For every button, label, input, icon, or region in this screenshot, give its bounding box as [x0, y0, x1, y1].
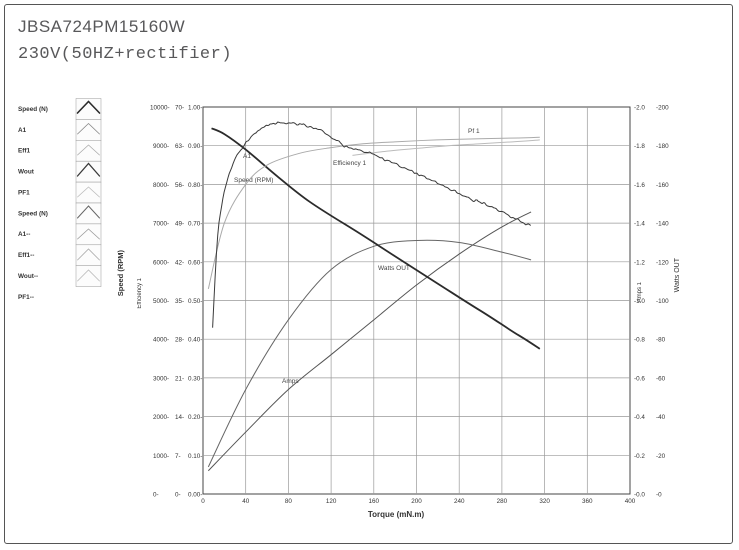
svg-text:-80: -80: [656, 337, 666, 344]
svg-text:Speed (N): Speed (N): [18, 210, 48, 217]
svg-text:A1: A1: [18, 127, 27, 134]
svg-text:4000-: 4000-: [153, 337, 169, 344]
svg-text:5000-: 5000-: [153, 298, 169, 305]
svg-text:0.90-: 0.90-: [188, 143, 202, 150]
svg-text:49-: 49-: [175, 221, 184, 228]
svg-text:7-: 7-: [175, 453, 181, 460]
svg-text:0.60-: 0.60-: [188, 259, 202, 266]
svg-text:-2.0: -2.0: [634, 105, 645, 112]
svg-text:-1.2: -1.2: [634, 259, 645, 266]
svg-text:0-: 0-: [175, 492, 181, 499]
svg-text:0-: 0-: [153, 492, 159, 499]
svg-text:Amps: Amps: [282, 378, 299, 385]
svg-text:-0.6: -0.6: [634, 375, 645, 382]
svg-text:-180: -180: [656, 143, 669, 150]
svg-text:0.10-: 0.10-: [188, 453, 202, 460]
svg-text:-0.2: -0.2: [634, 453, 645, 460]
svg-text:Torque (mN.m): Torque (mN.m): [368, 510, 425, 519]
svg-text:0.50-: 0.50-: [188, 298, 202, 305]
svg-text:56-: 56-: [175, 182, 184, 189]
svg-text:PF1--: PF1--: [18, 294, 34, 301]
svg-text:-1.6: -1.6: [634, 182, 645, 189]
svg-text:Eff1--: Eff1--: [18, 252, 34, 259]
svg-text:-100: -100: [656, 298, 669, 305]
svg-text:0: 0: [201, 498, 205, 505]
svg-text:Pf 1: Pf 1: [468, 128, 480, 135]
svg-text:42-: 42-: [175, 259, 184, 266]
svg-text:7000-: 7000-: [153, 221, 169, 228]
svg-text:320: 320: [539, 498, 550, 505]
svg-text:Speed (N): Speed (N): [18, 106, 48, 113]
svg-text:-0.0: -0.0: [634, 492, 645, 499]
svg-text:Efficiency 1: Efficiency 1: [333, 160, 367, 167]
svg-text:200: 200: [411, 498, 422, 505]
svg-text:Wout--: Wout--: [18, 273, 38, 280]
svg-text:0.70-: 0.70-: [188, 221, 202, 228]
svg-text:80: 80: [285, 498, 293, 505]
svg-text:Watts OUT: Watts OUT: [378, 265, 410, 272]
svg-text:2000-: 2000-: [153, 414, 169, 421]
svg-text:-160: -160: [656, 182, 669, 189]
svg-text:1000-: 1000-: [153, 453, 169, 460]
svg-text:240: 240: [454, 498, 465, 505]
svg-text:10000-: 10000-: [150, 105, 170, 112]
svg-text:28-: 28-: [175, 337, 184, 344]
svg-text:9000-: 9000-: [153, 143, 169, 150]
svg-text:400: 400: [625, 498, 636, 505]
svg-text:A1--: A1--: [18, 231, 30, 238]
svg-text:120: 120: [326, 498, 337, 505]
svg-text:0.40-: 0.40-: [188, 337, 202, 344]
svg-text:-140: -140: [656, 221, 669, 228]
svg-text:-60: -60: [656, 375, 666, 382]
svg-text:6000-: 6000-: [153, 259, 169, 266]
svg-text:14-: 14-: [175, 414, 184, 421]
svg-text:-120: -120: [656, 259, 669, 266]
svg-text:8000-: 8000-: [153, 182, 169, 189]
svg-text:Speed (RPM): Speed (RPM): [234, 177, 273, 184]
svg-text:1.00-: 1.00-: [188, 105, 202, 112]
svg-text:40: 40: [242, 498, 250, 505]
svg-text:0.80-: 0.80-: [188, 182, 202, 189]
svg-text:-20: -20: [656, 453, 666, 460]
svg-text:70-: 70-: [175, 105, 184, 112]
svg-text:PF1: PF1: [18, 190, 30, 197]
svg-text:-0.8: -0.8: [634, 337, 645, 344]
svg-text:-200: -200: [656, 105, 669, 112]
svg-text:0.20-: 0.20-: [188, 414, 202, 421]
svg-text:-1.0: -1.0: [634, 298, 645, 305]
svg-text:360: 360: [582, 498, 593, 505]
svg-text:3000-: 3000-: [153, 375, 169, 382]
svg-text:280: 280: [497, 498, 508, 505]
svg-text:Wout: Wout: [18, 169, 35, 176]
svg-text:-1.4: -1.4: [634, 221, 645, 228]
svg-text:0.00-: 0.00-: [188, 492, 202, 499]
svg-text:0.30-: 0.30-: [188, 375, 202, 382]
svg-text:21-: 21-: [175, 375, 184, 382]
svg-text:-40: -40: [656, 414, 666, 421]
svg-text:63-: 63-: [175, 143, 184, 150]
svg-text:35-: 35-: [175, 298, 184, 305]
svg-text:-0: -0: [656, 492, 662, 499]
svg-text:Eff1: Eff1: [18, 148, 31, 155]
svg-text:160: 160: [369, 498, 380, 505]
svg-text:-1.8: -1.8: [634, 143, 645, 150]
svg-text:-0.4: -0.4: [634, 414, 645, 421]
